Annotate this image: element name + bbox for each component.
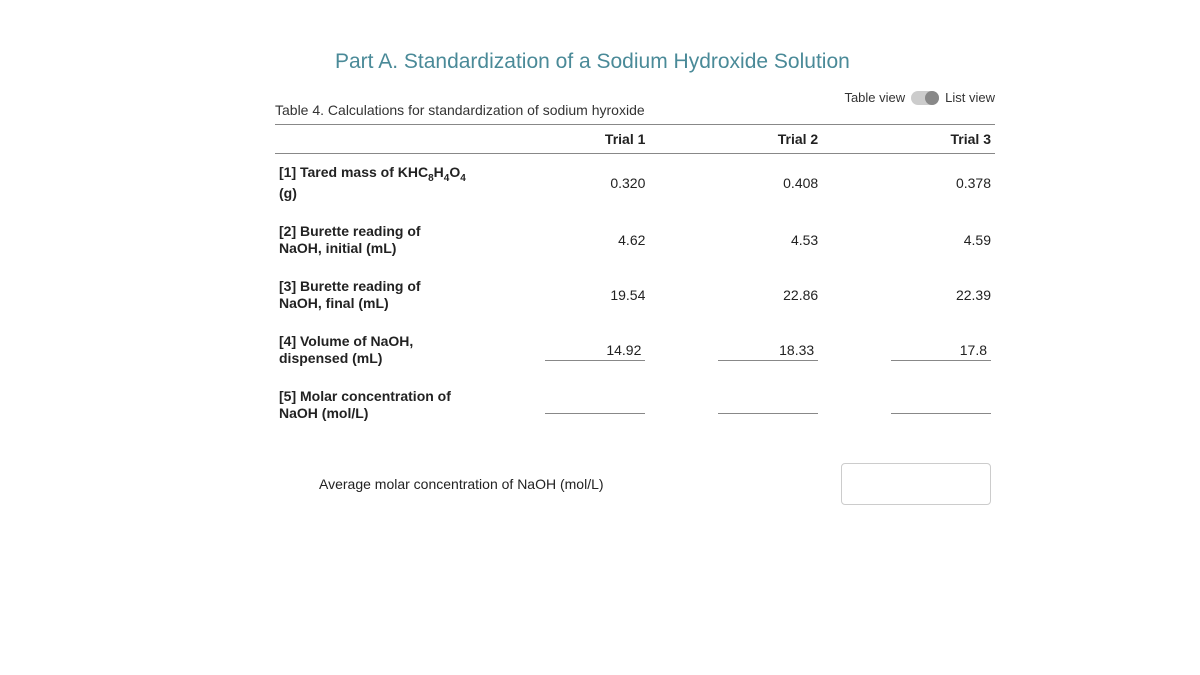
row-2-trial-2: 4.53 <box>649 213 822 268</box>
row-2-trial-1: 4.62 <box>477 213 650 268</box>
r1-mid: H <box>434 164 444 180</box>
row-3-trial-1: 19.54 <box>477 268 650 323</box>
content-container: Part A. Standardization of a Sodium Hydr… <box>275 50 995 505</box>
row-2-trial-3: 4.59 <box>822 213 995 268</box>
table-row: [1] Tared mass of KHC8H4O4 (g) 0.320 0.4… <box>275 154 995 213</box>
row-5-trial-1-cell <box>477 378 650 433</box>
row-4-trial-1-input[interactable]: 14.92 <box>545 340 645 361</box>
row-4-trial-3-cell: 17.8 <box>822 323 995 378</box>
row-4-label: [4] Volume of NaOH, dispensed (mL) <box>275 323 477 378</box>
row-5-trial-2-input[interactable] <box>718 394 818 414</box>
row-3-trial-3: 22.39 <box>822 268 995 323</box>
data-table: Trial 1 Trial 2 Trial 3 [1] Tared mass o… <box>275 124 995 433</box>
r1-sub3: 4 <box>460 173 466 184</box>
row-4-trial-2-cell: 18.33 <box>649 323 822 378</box>
header-trial-2: Trial 2 <box>649 125 822 154</box>
row-4-trial-2-input[interactable]: 18.33 <box>718 340 818 361</box>
row-1-trial-2: 0.408 <box>649 154 822 213</box>
header-trial-1: Trial 1 <box>477 125 650 154</box>
table-header-row: Trial 1 Trial 2 Trial 3 <box>275 125 995 154</box>
table-row: [3] Burette reading of NaOH, final (mL) … <box>275 268 995 323</box>
table-row: [5] Molar concentration of NaOH (mol/L) <box>275 378 995 433</box>
row-4-trial-1-cell: 14.92 <box>477 323 650 378</box>
section-title: Part A. Standardization of a Sodium Hydr… <box>335 50 995 74</box>
r1-post: (g) <box>279 185 297 201</box>
row-2-label: [2] Burette reading of NaOH, initial (mL… <box>275 213 477 268</box>
row-3-trial-2: 22.86 <box>649 268 822 323</box>
view-toggle: Table view List view <box>844 90 995 105</box>
table-view-label: Table view <box>844 90 905 105</box>
view-toggle-switch[interactable] <box>911 91 939 105</box>
table-row: [4] Volume of NaOH, dispensed (mL) 14.92… <box>275 323 995 378</box>
toggle-knob-icon <box>925 91 939 105</box>
r1-mid2: O <box>449 164 460 180</box>
row-1-label: [1] Tared mass of KHC8H4O4 (g) <box>275 154 477 213</box>
row-1-trial-3: 0.378 <box>822 154 995 213</box>
average-label: Average molar concentration of NaOH (mol… <box>319 476 604 492</box>
row-3-label: [3] Burette reading of NaOH, final (mL) <box>275 268 477 323</box>
row-5-trial-1-input[interactable] <box>545 394 645 414</box>
table-row: [2] Burette reading of NaOH, initial (mL… <box>275 213 995 268</box>
list-view-label: List view <box>945 90 995 105</box>
r1-pre: [1] Tared mass of KHC <box>279 164 428 180</box>
average-input[interactable] <box>841 463 991 505</box>
row-5-trial-2-cell <box>649 378 822 433</box>
row-5-label: [5] Molar concentration of NaOH (mol/L) <box>275 378 477 433</box>
header-trial-3: Trial 3 <box>822 125 995 154</box>
row-1-trial-1: 0.320 <box>477 154 650 213</box>
row-5-trial-3-input[interactable] <box>891 394 991 414</box>
row-5-trial-3-cell <box>822 378 995 433</box>
row-4-trial-3-input[interactable]: 17.8 <box>891 340 991 361</box>
header-blank <box>275 125 477 154</box>
average-row: Average molar concentration of NaOH (mol… <box>275 463 995 505</box>
